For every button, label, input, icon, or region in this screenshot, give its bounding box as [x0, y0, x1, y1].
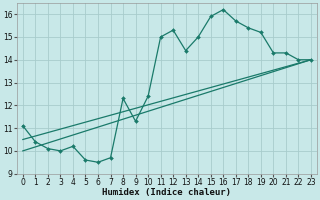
X-axis label: Humidex (Indice chaleur): Humidex (Indice chaleur) — [102, 188, 231, 197]
